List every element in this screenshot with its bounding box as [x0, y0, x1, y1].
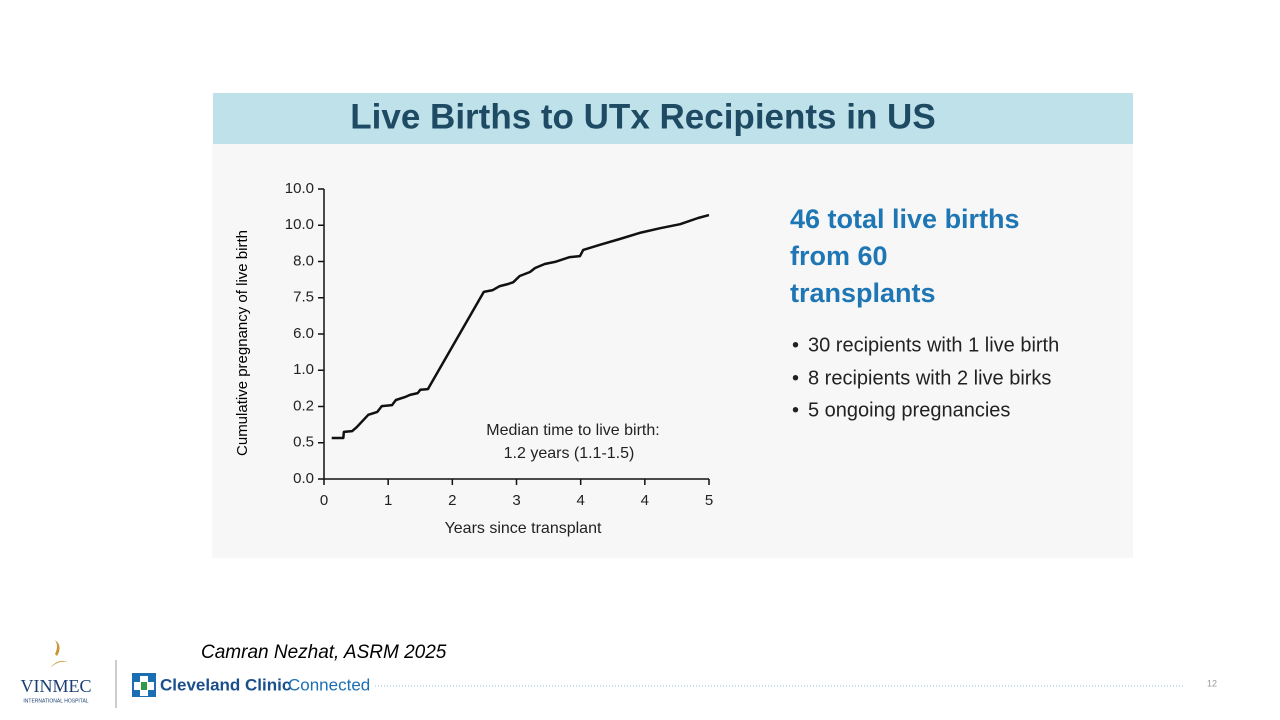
vinmec-name: VINMEC	[21, 676, 92, 696]
chart-panel	[212, 144, 1133, 558]
annotation: 1.2 years (1.1-1.5)	[504, 445, 635, 462]
citation: Camran Nezhat, ASRM 2025	[201, 642, 447, 663]
slide-title: Live Births to UTx Recipients in US	[350, 97, 935, 136]
bullet: 5 ongoing pregnancies	[808, 399, 1010, 421]
bullet-dot: •	[792, 367, 799, 389]
vinmec-logo-mark	[50, 640, 68, 668]
x-tick-label: 5	[705, 492, 713, 509]
x-tick-label: 2	[448, 492, 456, 509]
page-number: 12	[1207, 678, 1217, 688]
y-tick-label: 7.5	[293, 289, 314, 306]
x-tick-label: 0	[320, 492, 328, 509]
callout-line: transplants	[790, 278, 936, 308]
y-tick-label: 10.0	[285, 216, 314, 233]
y-tick-label: 6.0	[293, 325, 314, 342]
data-line	[331, 213, 710, 440]
x-axis-label: Years since transplant	[445, 520, 602, 537]
y-tick-label: 0.2	[293, 397, 314, 414]
y-tick-label: 0.5	[293, 434, 314, 451]
y-tick-label: 0.0	[293, 470, 314, 487]
connected: Connected	[288, 675, 370, 694]
bullet-dot: •	[792, 334, 799, 356]
annotation: Median time to live birth:	[486, 422, 659, 439]
x-tick-label: 3	[512, 492, 520, 509]
y-tick-label: 10.0	[285, 180, 314, 197]
bullet-dot: •	[792, 399, 799, 421]
y-tick-label: 1.0	[293, 361, 314, 378]
cleveland-logo-center	[141, 682, 147, 690]
cleveland-name: Cleveland Clinic	[160, 675, 291, 694]
title-banner	[213, 93, 1133, 144]
bullet: 30 recipients with 1 live birth	[808, 334, 1059, 356]
callout-line: from 60	[790, 241, 888, 271]
x-tick-label: 1	[384, 492, 392, 509]
callout-line: 46 total live births	[790, 204, 1020, 234]
x-tick-label: 4	[641, 492, 649, 509]
y-axis-label: Cumulative pregnancy of live birth	[234, 230, 251, 456]
bullet: 8 recipients with 2 live birks	[808, 367, 1051, 389]
x-tick-label: 4	[576, 492, 584, 509]
vinmec-sub: INTERNATIONAL HOSPITAL	[23, 698, 88, 704]
y-tick-label: 8.0	[293, 252, 314, 269]
